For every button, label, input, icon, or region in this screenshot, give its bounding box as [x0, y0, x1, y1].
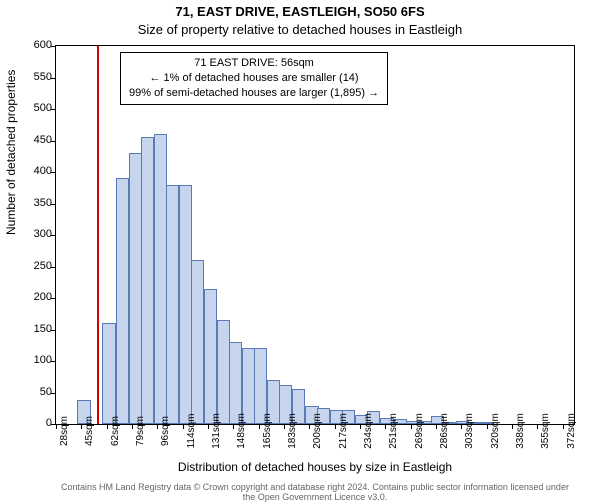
- xtick-label: 183sqm: [287, 413, 298, 449]
- plot-area: 71 EAST DRIVE: 56sqm← 1% of detached hou…: [55, 45, 575, 425]
- footer-text: Contains HM Land Registry data © Crown c…: [55, 482, 575, 502]
- xtick-label: 234sqm: [363, 413, 374, 449]
- histogram-bar: [191, 260, 204, 424]
- xtick-mark: [284, 424, 285, 429]
- ytick-label: 300: [34, 228, 52, 240]
- xtick-mark: [56, 424, 57, 429]
- xtick-mark: [183, 424, 184, 429]
- ytick-label: 400: [34, 165, 52, 177]
- xtick-mark: [487, 424, 488, 429]
- y-axis-label: Number of detached properties: [4, 70, 18, 235]
- x-axis-label: Distribution of detached houses by size …: [55, 460, 575, 474]
- xtick-label: 28sqm: [59, 416, 70, 446]
- xtick-label: 338sqm: [515, 413, 526, 449]
- xtick-mark: [461, 424, 462, 429]
- ytick-label: 50: [40, 386, 52, 398]
- ytick-label: 600: [34, 39, 52, 51]
- xtick-label: 303sqm: [464, 413, 475, 449]
- xtick-mark: [107, 424, 108, 429]
- xtick-mark: [208, 424, 209, 429]
- histogram-bar: [166, 185, 179, 424]
- xtick-mark: [411, 424, 412, 429]
- xtick-mark: [436, 424, 437, 429]
- ytick-label: 250: [34, 260, 52, 272]
- xtick-mark: [81, 424, 82, 429]
- ytick-label: 100: [34, 354, 52, 366]
- annotation-line: ← 1% of detached houses are smaller (14): [129, 71, 379, 86]
- xtick-mark: [259, 424, 260, 429]
- xtick-label: 320sqm: [490, 413, 501, 449]
- xtick-label: 165sqm: [262, 413, 273, 449]
- xtick-mark: [132, 424, 133, 429]
- xtick-mark: [512, 424, 513, 429]
- xtick-label: 200sqm: [312, 413, 323, 449]
- title-sub: Size of property relative to detached ho…: [0, 22, 600, 37]
- ytick-label: 500: [34, 102, 52, 114]
- ytick-label: 450: [34, 134, 52, 146]
- xtick-mark: [537, 424, 538, 429]
- xtick-label: 148sqm: [236, 413, 247, 449]
- xtick-label: 372sqm: [566, 413, 577, 449]
- histogram-bar: [204, 289, 217, 424]
- xtick-mark: [563, 424, 564, 429]
- xtick-label: 286sqm: [439, 413, 450, 449]
- xtick-label: 355sqm: [540, 413, 551, 449]
- ytick-label: 550: [34, 71, 52, 83]
- xtick-label: 251sqm: [388, 413, 399, 449]
- xtick-label: 269sqm: [414, 413, 425, 449]
- annotation-line: 71 EAST DRIVE: 56sqm: [129, 56, 379, 71]
- xtick-mark: [157, 424, 158, 429]
- histogram-bar: [102, 323, 115, 424]
- marker-line: [97, 46, 99, 424]
- ytick-label: 150: [34, 323, 52, 335]
- xtick-mark: [360, 424, 361, 429]
- ytick-label: 200: [34, 291, 52, 303]
- xtick-label: 45sqm: [84, 416, 95, 446]
- title-main: 71, EAST DRIVE, EASTLEIGH, SO50 6FS: [0, 4, 600, 19]
- xtick-label: 79sqm: [135, 416, 146, 446]
- xtick-label: 131sqm: [211, 413, 222, 449]
- histogram-bar: [116, 178, 129, 424]
- xtick-mark: [233, 424, 234, 429]
- chart-container: 71, EAST DRIVE, EASTLEIGH, SO50 6FS Size…: [0, 0, 600, 500]
- annotation-box: 71 EAST DRIVE: 56sqm← 1% of detached hou…: [120, 52, 388, 105]
- histogram-bar: [141, 137, 154, 424]
- ytick-label: 0: [46, 417, 52, 429]
- ytick-label: 350: [34, 197, 52, 209]
- xtick-mark: [335, 424, 336, 429]
- xtick-label: 62sqm: [110, 416, 121, 446]
- xtick-label: 96sqm: [160, 416, 171, 446]
- xtick-label: 114sqm: [186, 414, 197, 449]
- histogram-bar: [229, 342, 242, 424]
- xtick-mark: [309, 424, 310, 429]
- annotation-line: 99% of semi-detached houses are larger (…: [129, 86, 379, 101]
- xtick-label: 217sqm: [338, 413, 349, 449]
- xtick-mark: [385, 424, 386, 429]
